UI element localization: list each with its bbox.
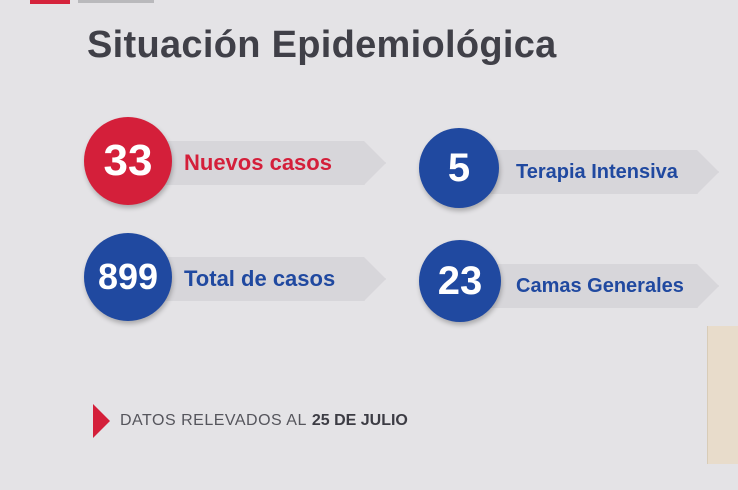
stat-value-circle: 899 [84, 233, 172, 321]
stat-label-banner [463, 264, 719, 308]
stat-value-circle: 33 [84, 117, 172, 205]
stat-label: Camas Generales [516, 275, 684, 297]
stat-value-circle: 23 [419, 240, 501, 322]
footer-date: 25 DE JULIO [311, 412, 408, 429]
side-panel-edge [707, 326, 738, 464]
page-title: Situación Epidemiológica [87, 24, 557, 66]
stat-camas-generales: 23 Camas Generales [419, 240, 719, 332]
top-accent-bar [30, 0, 70, 4]
stat-terapia-intensiva: 5 Terapia Intensiva [419, 126, 719, 218]
stat-nuevos-casos: 33 Nuevos casos [84, 117, 386, 209]
stat-label: Terapia Intensiva [516, 161, 678, 183]
top-gray-bar [78, 0, 154, 3]
stat-total-casos: 899 Total de casos [84, 233, 386, 325]
stat-label: Total de casos [184, 266, 336, 291]
stat-label-banner [463, 150, 719, 194]
footer-text: DATOS RELEVADOS AL [120, 412, 307, 429]
data-date-footer: DATOS RELEVADOS AL 25 DE JULIO [93, 404, 408, 438]
triangle-right-icon [93, 404, 110, 438]
stat-value-circle: 5 [419, 128, 499, 208]
stat-label: Nuevos casos [184, 150, 332, 175]
